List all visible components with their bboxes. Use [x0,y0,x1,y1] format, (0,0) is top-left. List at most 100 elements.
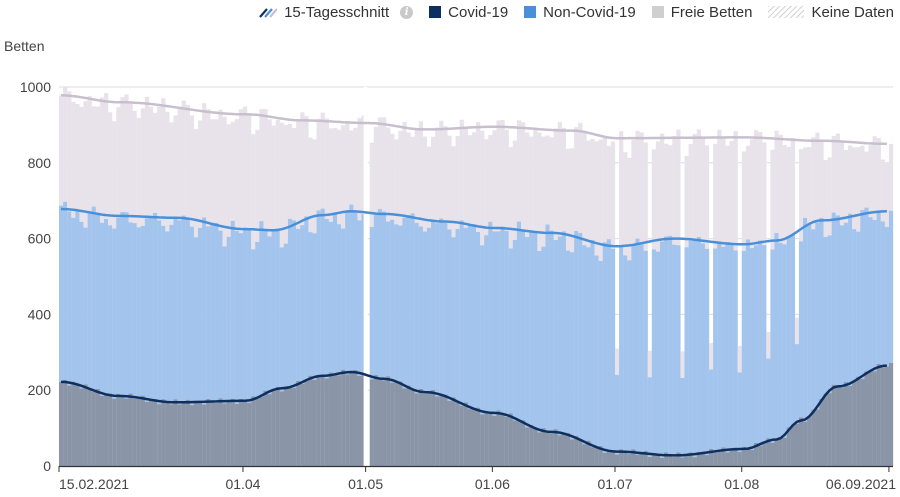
legend-item-free[interactable]: Freie Betten [651,4,752,21]
bar-noncovid [275,228,280,387]
bar-noncovid [112,228,117,399]
bar-covid [316,374,321,466]
bar-free [300,112,305,226]
bar-covid [373,375,379,466]
bar-free [312,139,317,234]
bar-covid [75,383,80,466]
bar-free [193,129,199,238]
bar-free [418,121,424,227]
bar-free [709,342,714,370]
bar-covid [443,394,448,466]
bar-covid [230,398,235,466]
bar-covid [647,456,652,466]
bar-free [721,138,726,247]
bar-free [798,149,804,242]
bar-free [455,136,460,229]
bar-covid [394,381,399,466]
bar-free [177,107,182,221]
bar-noncovid [75,210,80,384]
bar-free [488,135,493,222]
legend-item-covid[interactable]: Covid-19 [429,4,508,21]
bar-noncovid [173,216,178,400]
bar-noncovid [741,250,746,447]
bar-noncovid [189,226,195,406]
bar-free [324,118,329,219]
bar-noncovid [549,230,554,434]
bar-noncovid [721,246,726,448]
bar-covid [91,391,96,466]
bar-noncovid [345,210,350,375]
bar-free [259,109,264,222]
bar-free [602,137,607,243]
bar-covid [880,367,885,466]
bar-noncovid [161,225,166,400]
bar-free [173,115,178,217]
bar-free [275,119,280,229]
bar-noncovid [798,241,804,418]
bar-noncovid [565,250,571,433]
bar-covid [610,449,616,466]
bar-covid [598,445,603,466]
bar-free [860,145,865,211]
bar-covid [267,394,272,466]
bar-free [447,135,452,230]
bar-free [610,141,616,249]
bar-noncovid [545,224,550,433]
bar-noncovid [680,377,685,458]
bar-noncovid [794,344,800,424]
bar-noncovid [480,245,485,415]
covid-swatch [429,6,442,18]
bar-free [520,122,526,232]
legend-noncovid-label: Non-Covid-19 [543,3,636,21]
legend-nodata-label: Keine Daten [811,3,894,21]
bar-noncovid [733,250,738,448]
bar-covid [680,457,685,466]
bar-noncovid [561,231,567,434]
bar-covid [345,374,350,466]
bar-noncovid [332,212,338,375]
bar-free [67,91,72,212]
bar-covid [67,385,72,466]
bar-free [704,145,710,249]
bar-free [451,146,456,238]
bar-free [782,145,787,245]
legend-item-noncovid[interactable]: Non-Covid-19 [524,4,636,21]
bar-noncovid [876,210,881,365]
bar-noncovid [553,240,558,430]
legend-item-avg[interactable]: 15-Tagesschnitt i [257,4,414,21]
bar-free [541,136,546,247]
bar-noncovid [852,229,857,381]
bar-noncovid [700,243,706,453]
bar-noncovid [185,218,190,400]
y-tick-label: 0 [43,458,51,474]
bar-covid [725,452,730,466]
bar-covid [619,449,624,466]
bar-covid [185,399,190,466]
bar-free [737,345,742,373]
bar-covid [484,410,489,466]
bar-noncovid [672,244,677,458]
bar-noncovid [455,228,460,402]
bar-free [369,142,374,228]
bar-noncovid [631,245,636,450]
bar-free [639,132,644,243]
bar-free [598,139,603,261]
bar-noncovid [623,255,628,453]
info-icon[interactable]: i [400,5,414,19]
legend-item-nodata[interactable]: Keine Daten [768,4,894,21]
bar-noncovid [226,236,231,401]
bar-free [525,132,530,238]
bar-covid [71,381,76,466]
bar-free [537,132,542,251]
bar-noncovid [594,255,599,449]
bar-noncovid [696,236,702,452]
bar-free [582,131,587,246]
y-tick-label: 1000 [20,79,51,95]
bar-covid [259,396,264,466]
bar-noncovid [823,236,828,395]
y-tick-label: 600 [28,231,52,247]
bar-covid [480,414,485,466]
bar-free [263,109,268,230]
bar-noncovid [868,217,873,371]
bar-noncovid [541,246,546,429]
